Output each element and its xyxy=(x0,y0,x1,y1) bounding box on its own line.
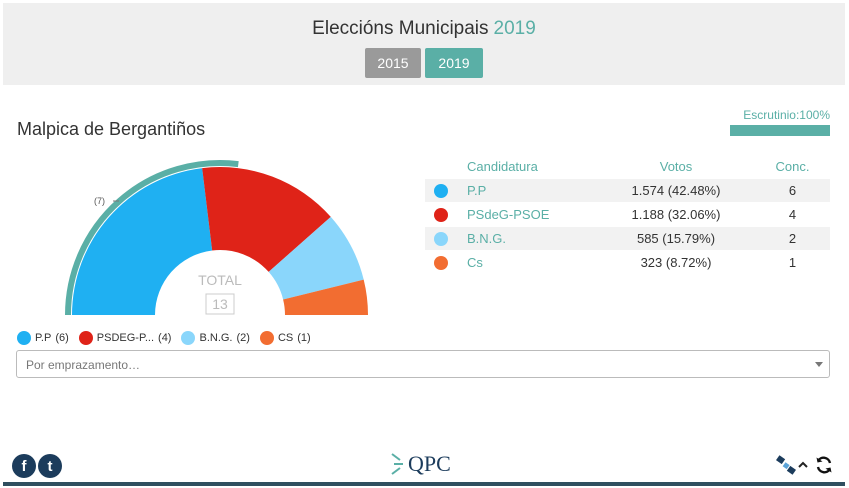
party-seats: 4 xyxy=(788,207,797,222)
col-header-candidatura: Candidatura xyxy=(467,159,538,174)
legend-label: B.N.G. xyxy=(199,332,233,344)
legend-item[interactable]: PSDEG-P... (4) xyxy=(78,331,172,345)
legend-seats: (2) xyxy=(236,332,250,344)
party-name: P.P xyxy=(467,183,487,198)
table-header-row: Candidatura Votos Conc. xyxy=(425,155,830,178)
party-seats: 6 xyxy=(788,183,797,198)
place-select-dropdown[interactable]: Por emprazamento… xyxy=(16,350,830,378)
footer-tools xyxy=(776,455,834,475)
place-select-placeholder: Por emprazamento… xyxy=(26,358,141,372)
legend-seats: (1) xyxy=(297,332,311,344)
table-row[interactable]: B.N.G. 585 (15.79%) 2 xyxy=(425,227,830,250)
qpc-logo-text: QPC xyxy=(408,451,451,476)
legend-color-dot xyxy=(181,331,196,345)
title-text: Eleccións Municipais xyxy=(312,18,489,39)
year-2015-button[interactable]: 2015 xyxy=(365,48,421,78)
chevron-down-icon[interactable] xyxy=(815,362,823,367)
legend-label: CS xyxy=(277,332,294,344)
results-table: Candidatura Votos Conc. P.P 1.574 (42.48… xyxy=(425,155,830,275)
year-2019-button[interactable]: 2019 xyxy=(425,48,483,78)
party-votes: 1.574 (42.48%) xyxy=(631,183,721,198)
qpc-logo[interactable]: QPC xyxy=(390,450,451,478)
party-color-dot xyxy=(434,256,448,270)
social-links: f t xyxy=(12,454,64,478)
legend-color-dot xyxy=(17,331,31,345)
legend-seats: (4) xyxy=(158,332,172,344)
satellite-icon[interactable] xyxy=(776,455,796,475)
seat-hemicycle-chart: TOTAL 13 (7) xyxy=(65,160,368,316)
seat-segment-2[interactable] xyxy=(268,216,364,300)
scrutiny-progress-bar xyxy=(730,125,830,136)
majority-arc xyxy=(65,160,239,316)
majority-label: (7) xyxy=(94,196,105,206)
party-seats: 2 xyxy=(788,231,797,246)
party-name: Cs xyxy=(467,255,483,270)
party-color-dot xyxy=(434,208,448,222)
seat-segment-1[interactable] xyxy=(202,167,331,272)
party-votes: 323 (8.72%) xyxy=(640,255,712,270)
legend-item[interactable]: CS (1) xyxy=(259,331,311,345)
total-label: TOTAL xyxy=(198,272,242,288)
col-header-conc: Conc. xyxy=(775,159,810,174)
legend-item[interactable]: B.N.G. (2) xyxy=(181,331,250,345)
qpc-logo-mark-icon xyxy=(391,453,403,475)
party-votes: 1.188 (32.06%) xyxy=(631,207,721,222)
municipality-title: Malpica de Bergantiños xyxy=(17,119,206,139)
legend-item[interactable]: P.P (6) xyxy=(17,331,69,345)
title-year: 2019 xyxy=(493,18,536,39)
chevron-up-icon[interactable] xyxy=(798,460,808,470)
chart-legend: P.P (6) PSDEG-P... (4) B.N.G. (2) CS (1) xyxy=(17,331,321,345)
party-name: B.N.G. xyxy=(467,231,507,246)
party-color-dot xyxy=(434,184,448,198)
seat-segment-3[interactable] xyxy=(283,279,368,315)
party-votes: 585 (15.79%) xyxy=(636,231,716,246)
legend-label: PSDEG-P... xyxy=(96,332,155,344)
refresh-icon[interactable] xyxy=(814,455,834,475)
table-row[interactable]: PSdeG-PSOE 1.188 (32.06%) 4 xyxy=(425,203,830,226)
footer-bar xyxy=(3,482,845,486)
page-title: Eleccións Municipais 2019 xyxy=(3,18,845,40)
total-box xyxy=(205,293,235,315)
twitter-icon[interactable]: t xyxy=(38,454,62,478)
total-value: 13 xyxy=(212,296,228,312)
party-name: PSdeG-PSOE xyxy=(467,207,550,222)
legend-label: P.P xyxy=(35,332,52,344)
legend-color-dot xyxy=(259,331,274,345)
party-seats: 1 xyxy=(788,255,797,270)
legend-color-dot xyxy=(78,331,93,345)
party-color-dot xyxy=(434,232,448,246)
facebook-icon[interactable]: f xyxy=(12,454,36,478)
legend-seats: (6) xyxy=(55,332,69,344)
table-row[interactable]: P.P 1.574 (42.48%) 6 xyxy=(425,179,830,202)
election-header: Eleccións Municipais 2019 2015 2019 xyxy=(3,3,845,85)
scrutiny-progress-fill xyxy=(730,125,830,136)
seat-segment-0[interactable] xyxy=(72,168,213,315)
scrutiny-label: Escrutinio:100% xyxy=(743,108,830,122)
col-header-votos: Votos xyxy=(659,159,693,174)
table-row[interactable]: Cs 323 (8.72%) 1 xyxy=(425,251,830,274)
